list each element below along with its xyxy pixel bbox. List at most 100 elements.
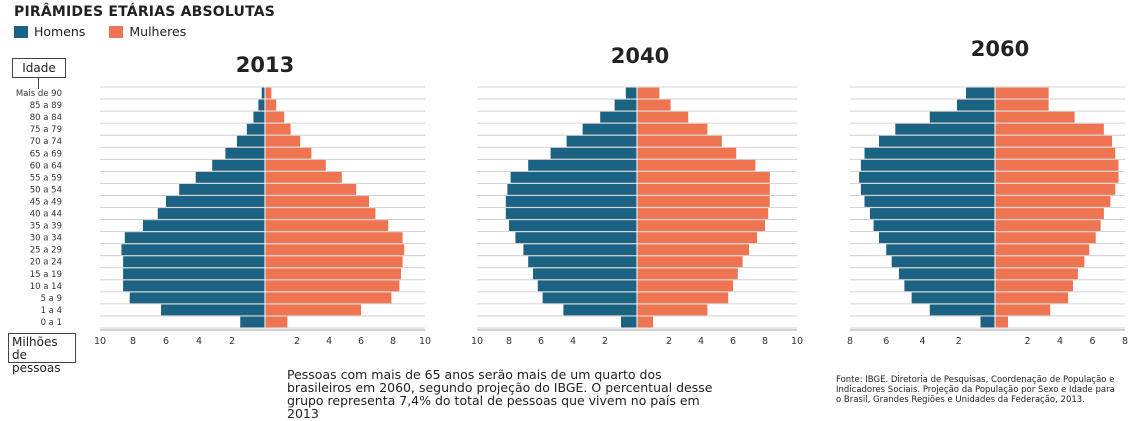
bar-women-2040-10 [637, 196, 770, 207]
bar-men-2060-18 [956, 99, 995, 111]
bar-women-2060-0 [995, 316, 1008, 328]
bar-women-2060-12 [995, 171, 1119, 183]
age-label: 0 a 1 [41, 318, 62, 328]
figure-title: PIRÂMIDES ETÁRIAS ABSOLUTAS [14, 4, 276, 20]
age-label: 10 a 14 [30, 282, 62, 292]
bar-men-2040-18 [614, 99, 637, 111]
bar-women-2040-11 [637, 184, 770, 195]
x-tick-label: 2 [602, 336, 608, 347]
bar-men-2013-12 [195, 171, 265, 183]
bar-men-2013-13 [212, 159, 265, 171]
bar-men-2040-1 [563, 304, 637, 316]
bar-women-2013-8 [265, 220, 389, 231]
age-label: 65 a 69 [30, 149, 62, 159]
bar-men-2060-19 [966, 87, 995, 99]
bar-men-2013-1 [161, 304, 265, 316]
legend-item-men: Homens [14, 24, 85, 39]
bar-men-2013-8 [142, 220, 265, 231]
bar-women-2060-6 [995, 244, 1090, 256]
age-label: 40 a 44 [30, 210, 62, 220]
bar-men-2013-15 [236, 135, 265, 147]
bar-women-2060-3 [995, 280, 1073, 292]
x-tick-label: 8 [130, 336, 136, 347]
x-tick-label: 4 [1057, 336, 1063, 347]
x-tick-label: 10 [471, 336, 483, 347]
bar-men-2040-12 [510, 171, 637, 183]
x-tick-label: 4 [698, 336, 704, 347]
bar-men-2013-16 [246, 123, 265, 135]
x-tick-label: 10 [419, 336, 431, 347]
bar-women-2040-14 [637, 147, 737, 159]
source-note: Fonte: IBGE. Diretoria de Pesquisas, Coo… [836, 375, 1129, 405]
age-axis-pointer [38, 77, 39, 89]
bar-men-2060-1 [929, 304, 995, 316]
x-tick-label: 6 [730, 336, 736, 347]
bar-women-2040-12 [637, 171, 770, 183]
bar-women-2013-17 [265, 111, 285, 123]
x-tick-label: 2 [229, 336, 235, 347]
age-label: 1 a 4 [41, 306, 62, 316]
bar-women-2060-1 [995, 304, 1051, 316]
age-label: 85 a 89 [30, 101, 62, 111]
x-tick-label: 8 [847, 336, 853, 347]
x-tick-label: 6 [163, 336, 169, 347]
bar-men-2013-4 [123, 268, 265, 280]
bar-men-2040-4 [533, 268, 637, 280]
bar-men-2013-7 [124, 232, 265, 244]
bar-women-2013-7 [265, 232, 403, 244]
bar-men-2040-17 [600, 111, 637, 123]
bar-women-2060-9 [995, 208, 1104, 219]
bar-women-2040-17 [637, 111, 689, 123]
age-label: 50 a 54 [30, 185, 62, 195]
x-tick-label: 8 [390, 336, 396, 347]
bar-men-2060-2 [911, 292, 995, 304]
age-label: 25 a 29 [30, 246, 62, 256]
bar-women-2013-0 [265, 316, 288, 328]
x-tick-label: 4 [196, 336, 202, 347]
bar-men-2013-2 [129, 292, 265, 304]
bar-men-2040-7 [515, 232, 637, 244]
bar-men-2040-6 [523, 244, 637, 256]
x-tick-label: 2 [294, 336, 300, 347]
bar-men-2040-15 [566, 135, 637, 147]
x-tick-label: 8 [762, 336, 768, 347]
age-axis-label: Idade [12, 58, 66, 78]
bar-women-2040-0 [637, 316, 653, 328]
bar-women-2013-19 [265, 87, 272, 99]
bar-women-2013-15 [265, 135, 301, 147]
bar-women-2040-13 [637, 159, 756, 171]
bar-women-2013-2 [265, 292, 392, 304]
bar-men-2060-6 [886, 244, 995, 256]
bar-men-2060-10 [864, 196, 995, 207]
bar-men-2040-13 [528, 159, 637, 171]
bar-women-2040-7 [637, 232, 757, 244]
bar-men-2060-4 [898, 268, 995, 280]
bar-men-2060-12 [859, 171, 995, 183]
bar-women-2060-2 [995, 292, 1069, 304]
bar-men-2060-17 [929, 111, 995, 123]
bar-men-2040-3 [537, 280, 637, 292]
bar-men-2040-2 [542, 292, 637, 304]
x-axis-label: Milhões de pessoas [8, 333, 76, 375]
bar-women-2060-18 [995, 99, 1049, 111]
bar-men-2060-13 [860, 159, 995, 171]
age-label: 45 a 49 [30, 197, 62, 207]
x-tick-label: 8 [1122, 336, 1128, 347]
bar-women-2013-12 [265, 171, 342, 183]
legend: Homens Mulheres [14, 24, 186, 39]
legend-label-men: Homens [34, 24, 86, 39]
legend-swatch-women [109, 25, 124, 38]
bar-women-2040-19 [637, 87, 660, 99]
bar-men-2060-9 [869, 208, 995, 219]
age-label: 15 a 19 [30, 270, 62, 280]
age-label: 35 a 39 [30, 222, 62, 232]
bar-women-2040-4 [637, 268, 738, 280]
age-label: 30 a 34 [30, 234, 62, 244]
bar-women-2040-5 [637, 256, 743, 268]
bar-men-2040-11 [507, 184, 637, 195]
bar-men-2060-15 [879, 135, 995, 147]
bar-men-2013-14 [225, 147, 265, 159]
age-label: 75 a 79 [30, 125, 62, 135]
x-axis-label-line2: pessoas [12, 361, 61, 375]
bar-men-2040-8 [509, 220, 637, 231]
